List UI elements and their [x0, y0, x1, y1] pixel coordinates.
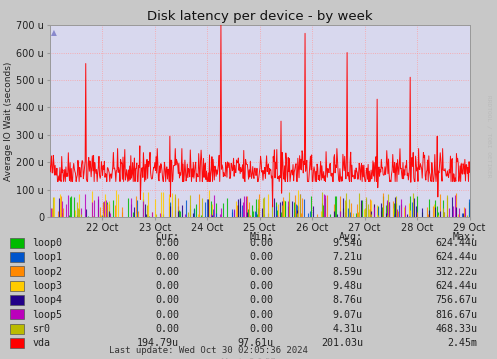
Bar [10, 309, 24, 320]
Text: 8.59u: 8.59u [333, 267, 363, 277]
Bar [10, 295, 24, 305]
Text: 0.00: 0.00 [155, 267, 179, 277]
Text: 0.00: 0.00 [155, 295, 179, 306]
Text: loop3: loop3 [32, 281, 62, 291]
Text: 9.07u: 9.07u [333, 310, 363, 320]
Text: 816.67u: 816.67u [435, 310, 477, 320]
Text: 624.44u: 624.44u [435, 252, 477, 262]
Text: 201.03u: 201.03u [321, 338, 363, 348]
Text: Max:: Max: [453, 232, 477, 242]
Text: Munin 2.0.57: Munin 2.0.57 [221, 358, 276, 359]
Text: Min:: Min: [249, 232, 273, 242]
Text: 0.00: 0.00 [249, 324, 273, 334]
Text: 97.61u: 97.61u [238, 338, 273, 348]
Y-axis label: Average IO Wait (seconds): Average IO Wait (seconds) [4, 61, 13, 181]
Text: loop1: loop1 [32, 252, 62, 262]
Text: 9.48u: 9.48u [333, 281, 363, 291]
Bar [10, 266, 24, 276]
Text: 7.21u: 7.21u [333, 252, 363, 262]
Bar [10, 238, 24, 248]
Text: Last update: Wed Oct 30 02:05:36 2024: Last update: Wed Oct 30 02:05:36 2024 [109, 346, 308, 355]
Text: loop2: loop2 [32, 267, 62, 277]
Text: Cur:: Cur: [155, 232, 179, 242]
Text: 624.44u: 624.44u [435, 281, 477, 291]
Text: 0.00: 0.00 [249, 295, 273, 306]
Text: 9.54u: 9.54u [333, 238, 363, 248]
Text: 468.33u: 468.33u [435, 324, 477, 334]
Bar [10, 281, 24, 291]
Text: 0.00: 0.00 [249, 252, 273, 262]
Text: loop0: loop0 [32, 238, 62, 248]
Text: 0.00: 0.00 [249, 267, 273, 277]
Text: 2.45m: 2.45m [447, 338, 477, 348]
Text: sr0: sr0 [32, 324, 50, 334]
Text: 624.44u: 624.44u [435, 238, 477, 248]
Text: 0.00: 0.00 [249, 238, 273, 248]
Text: 0.00: 0.00 [155, 238, 179, 248]
Title: Disk latency per device - by week: Disk latency per device - by week [147, 10, 372, 23]
Text: 4.31u: 4.31u [333, 324, 363, 334]
Text: 0.00: 0.00 [155, 252, 179, 262]
Bar [10, 252, 24, 262]
Text: 194.79u: 194.79u [137, 338, 179, 348]
Text: 0.00: 0.00 [249, 281, 273, 291]
Text: 0.00: 0.00 [155, 324, 179, 334]
Text: 0.00: 0.00 [249, 310, 273, 320]
Text: ▲: ▲ [51, 28, 57, 37]
Text: loop5: loop5 [32, 310, 62, 320]
Text: 312.22u: 312.22u [435, 267, 477, 277]
Bar [10, 323, 24, 334]
Bar [10, 338, 24, 348]
Text: Avg:: Avg: [339, 232, 363, 242]
Text: 756.67u: 756.67u [435, 295, 477, 306]
Text: 0.00: 0.00 [155, 310, 179, 320]
Text: loop4: loop4 [32, 295, 62, 306]
Text: RRDTOOL / TOBI OETIKER: RRDTOOL / TOBI OETIKER [486, 95, 491, 178]
Text: 0.00: 0.00 [155, 281, 179, 291]
Text: 8.76u: 8.76u [333, 295, 363, 306]
Text: vda: vda [32, 338, 50, 348]
